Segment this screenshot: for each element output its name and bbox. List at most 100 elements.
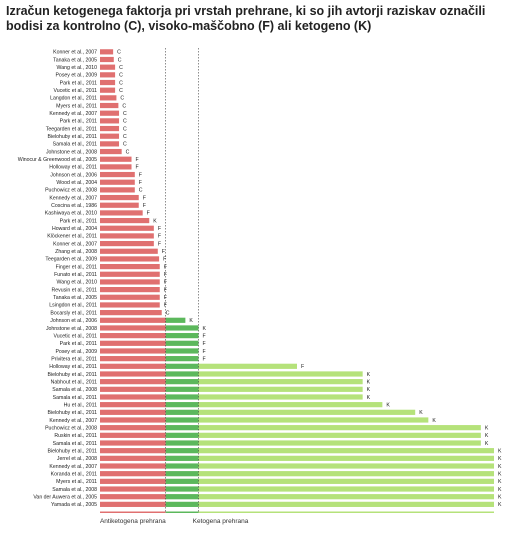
bar-label: Kennedy et al., 2007 [49, 418, 97, 424]
bar-segment-0 [100, 125, 120, 132]
bar-segment-2 [198, 386, 363, 392]
bar-class-label: K [498, 456, 502, 462]
bar-class-label: C [166, 310, 170, 316]
bar-segment-1 [165, 409, 199, 415]
bar-class-label: K [485, 425, 489, 431]
bar-label: Park et al., 2011 [60, 341, 98, 347]
bar-class-label: C [126, 149, 130, 155]
bar-label: Hu et al., 2011 [64, 402, 97, 408]
bar-class-label: K [498, 464, 502, 470]
bar-class-label: C [119, 73, 123, 79]
bar-segment-0 [100, 56, 114, 63]
bar-class-label: C [118, 57, 122, 63]
bar-class-label: K [498, 448, 502, 454]
bar-segment-1 [165, 356, 199, 362]
bar-class-label: C [120, 96, 124, 102]
bar-class-label: C [119, 80, 123, 86]
bar-class-label: F [136, 165, 139, 171]
bar-segment-0 [100, 425, 166, 431]
bar-segment-2 [198, 409, 416, 415]
bar-class-label: F [158, 241, 161, 247]
bar-label: Park et al., 2011 [60, 218, 98, 224]
bar-segment-0 [100, 287, 160, 293]
bar-segment-1 [165, 501, 199, 507]
bar-segment-0 [100, 463, 166, 469]
bar-class-label: K [367, 372, 371, 378]
bar-segment-1 [165, 478, 199, 484]
bar-class-label: K [498, 502, 502, 508]
bar-class-label: F [164, 295, 167, 301]
bar-segment-1 [165, 463, 199, 469]
bar-class-label: K [153, 218, 157, 224]
bar-label: Vucetic et al., 2011 [53, 333, 97, 339]
bar-segment-1 [165, 333, 199, 339]
bar-label: Jerrel et al., 2008 [57, 456, 97, 462]
bar-label: Tanaka et al., 2005 [53, 57, 97, 63]
bar-segment-0 [100, 363, 166, 369]
bar-label: Yamada et al., 2005 [51, 502, 97, 508]
bar-segment-1 [165, 363, 199, 369]
bar-segment-0 [100, 333, 166, 339]
bar-label: Finger et al., 2011 [56, 264, 98, 270]
bar-label: Samala et al., 2011 [53, 142, 97, 148]
bar-label: Koranda et al., 2011 [51, 471, 97, 477]
bar-label: Coscina et al., 1986 [51, 203, 97, 209]
bar-segment-1 [165, 494, 199, 500]
bar-segment-0 [100, 294, 160, 300]
bar-segment-2 [198, 471, 494, 477]
bar-segment-2 [198, 494, 494, 500]
bar-segment-2 [198, 417, 429, 423]
bar-label: Konner et al., 2007 [53, 50, 97, 56]
bar-segment-2 [198, 501, 494, 507]
bar-segment-0 [100, 409, 166, 415]
bar-class-label: F [164, 272, 167, 278]
zone-label-antiketogenic: Antiketogena prehrana [100, 518, 166, 525]
bar-class-label: F [301, 364, 304, 370]
bar-segment-2 [198, 371, 363, 377]
bar-segment-0 [100, 448, 166, 454]
bar-segment-0 [100, 340, 166, 346]
bar-label: Privitera et al., 2011 [51, 356, 97, 362]
bar-segment-2 [198, 394, 363, 400]
bar-segment-0 [100, 371, 166, 377]
bar-label: Puchowicz et al., 2008 [45, 425, 97, 431]
bar-class-label: F [203, 341, 206, 347]
bar-label: Kennedy et al., 2007 [49, 464, 97, 470]
bar-label: Langdon et al., 2011 [50, 96, 97, 102]
bar-class-label: F [143, 203, 146, 209]
bar-segment-2 [198, 432, 481, 438]
bar-segment-0 [100, 379, 166, 385]
bar-segment-0 [100, 141, 120, 147]
bar-segment-0 [100, 133, 120, 139]
bar-label: Samala et al., 2008 [52, 387, 97, 393]
bar-class-label: K [419, 410, 423, 416]
bar-segment-0 [100, 148, 122, 155]
bar-class-label: F [163, 257, 166, 263]
bar-class-label: F [158, 226, 161, 232]
bar-segment-1 [165, 394, 199, 400]
bar-segment-1 [165, 417, 199, 423]
bar-segment-1 [165, 471, 199, 477]
bar-segment-0 [100, 317, 166, 323]
bar-segment-0 [100, 233, 154, 239]
bar-segment-0 [100, 225, 154, 231]
bar-label: Bielohuby et al., 2011 [47, 134, 97, 140]
bar-label: Johnstone et al., 2008 [46, 326, 97, 332]
bar-label: Johnson et al., 2006 [50, 318, 97, 324]
bar-label: Posey et al., 2009 [55, 73, 97, 79]
bar-label: Winocur & Greenwood et al., 2005 [18, 157, 97, 163]
bar-label: Konner et al., 2007 [53, 241, 97, 247]
bar-class-label: K [498, 479, 502, 485]
bar-segment-1 [165, 432, 199, 438]
bar-segment-2 [198, 463, 494, 469]
bar-segment-0 [100, 164, 132, 170]
bar-segment-0 [100, 256, 160, 262]
bar-label: Revusin et al., 2011 [52, 287, 98, 293]
bar-segment-0 [100, 501, 166, 507]
bar-label: Howard et al., 2004 [52, 226, 97, 232]
bar-segment-0 [100, 87, 116, 93]
bar-segment-0 [100, 394, 166, 400]
bar-segment-2 [198, 455, 494, 461]
bar-segment-0 [100, 95, 117, 101]
bar-segment-0 [100, 263, 160, 270]
